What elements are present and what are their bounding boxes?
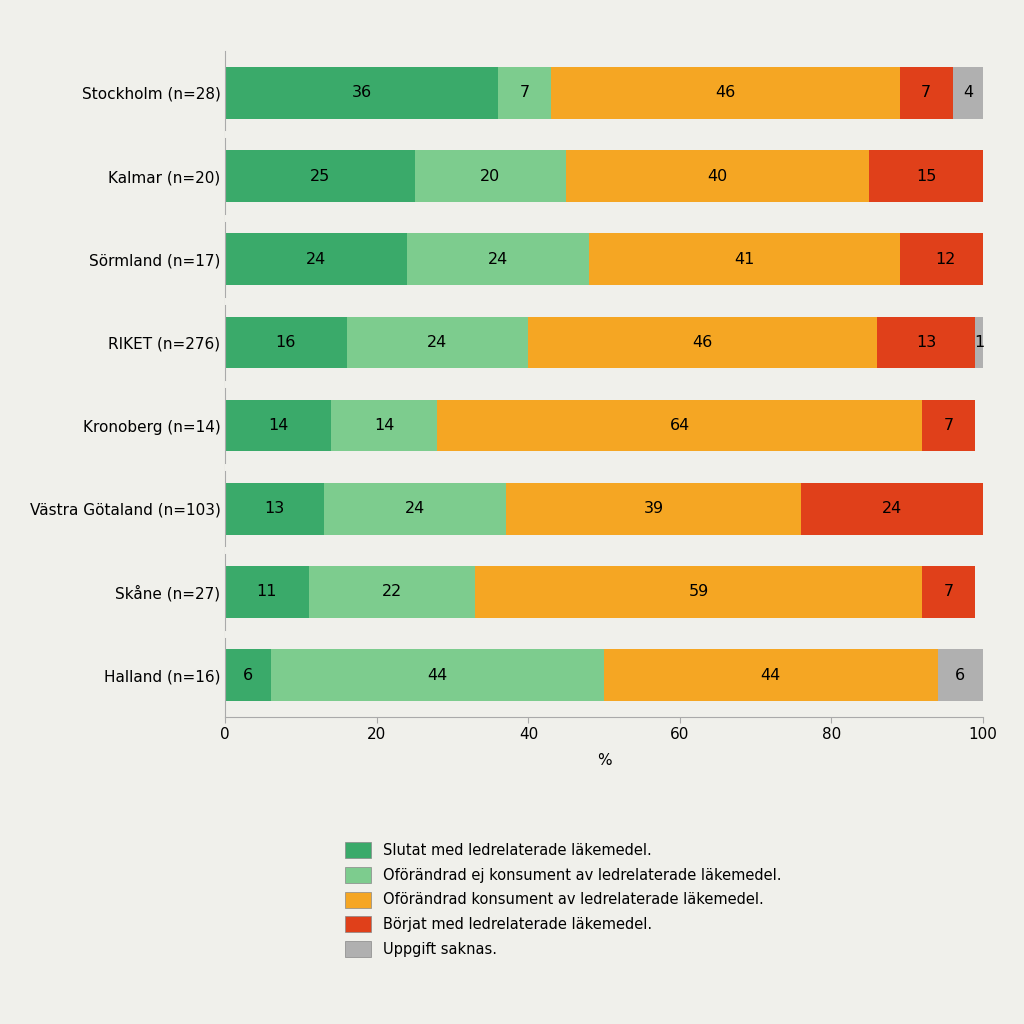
Text: 14: 14 [268, 418, 289, 433]
Bar [938, 649, 983, 701]
Text: 36: 36 [351, 85, 372, 100]
Bar [225, 399, 332, 452]
Text: 44: 44 [761, 668, 781, 683]
Bar [225, 233, 408, 285]
Bar [415, 151, 566, 202]
Text: 11: 11 [257, 585, 278, 599]
Text: 44: 44 [427, 668, 447, 683]
Bar [498, 67, 551, 119]
Bar [437, 399, 923, 452]
Text: 40: 40 [708, 169, 728, 183]
Text: 24: 24 [488, 252, 508, 266]
Bar [225, 316, 346, 369]
Text: 59: 59 [689, 585, 709, 599]
Text: 4: 4 [963, 85, 973, 100]
Bar [923, 566, 976, 617]
Text: 7: 7 [944, 418, 954, 433]
Bar [332, 399, 437, 452]
Bar [475, 566, 923, 617]
Text: 25: 25 [310, 169, 330, 183]
Bar [270, 649, 604, 701]
Text: 39: 39 [643, 502, 664, 516]
Bar [225, 483, 324, 535]
Text: 24: 24 [427, 335, 447, 350]
Bar [225, 566, 308, 617]
Bar [225, 67, 498, 119]
Text: 46: 46 [716, 85, 735, 100]
Bar [346, 316, 528, 369]
Bar [869, 151, 983, 202]
Bar [923, 399, 976, 452]
Bar [528, 316, 877, 369]
Text: 24: 24 [882, 502, 902, 516]
Text: 1: 1 [974, 335, 984, 350]
Bar [952, 67, 983, 119]
Bar [324, 483, 506, 535]
Bar [604, 649, 938, 701]
Bar [551, 67, 900, 119]
Bar [877, 316, 976, 369]
Text: 6: 6 [243, 668, 253, 683]
Text: 20: 20 [480, 169, 501, 183]
Text: 41: 41 [734, 252, 755, 266]
Legend: Slutat med ledrelaterade läkemedel., Oförändrad ej konsument av ledrelaterade lä: Slutat med ledrelaterade läkemedel., Ofö… [338, 835, 788, 965]
Bar [408, 233, 589, 285]
Text: 12: 12 [935, 252, 955, 266]
X-axis label: %: % [597, 754, 611, 768]
Bar [308, 566, 475, 617]
Text: 16: 16 [275, 335, 296, 350]
Text: 24: 24 [306, 252, 327, 266]
Text: 64: 64 [670, 418, 690, 433]
Text: 13: 13 [264, 502, 285, 516]
Bar [566, 151, 869, 202]
Bar [225, 151, 415, 202]
Bar [225, 649, 270, 701]
Text: 6: 6 [955, 668, 966, 683]
Bar [801, 483, 983, 535]
Text: 22: 22 [382, 585, 402, 599]
Bar [900, 67, 952, 119]
Text: 15: 15 [916, 169, 936, 183]
Text: 24: 24 [404, 502, 425, 516]
Bar [589, 233, 900, 285]
Text: 13: 13 [916, 335, 936, 350]
Bar [976, 316, 983, 369]
Text: 14: 14 [374, 418, 394, 433]
Bar [506, 483, 801, 535]
Text: 7: 7 [944, 585, 954, 599]
Bar [900, 233, 990, 285]
Text: 7: 7 [922, 85, 931, 100]
Text: 7: 7 [519, 85, 529, 100]
Text: 46: 46 [692, 335, 713, 350]
